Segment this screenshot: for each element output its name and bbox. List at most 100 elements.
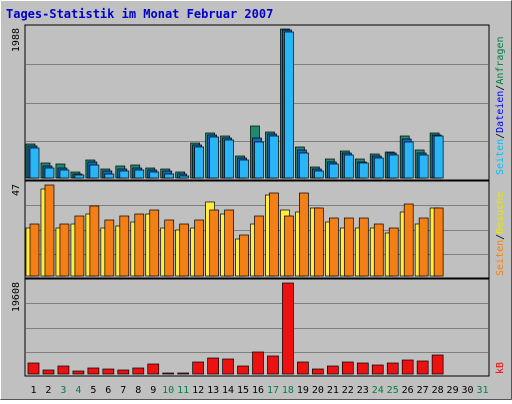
bar-middle-seiten-day-17 — [269, 192, 279, 277]
bar-bottom-kb-day-24 — [371, 364, 384, 375]
legend-separator: / — [495, 234, 506, 240]
bar-bottom-kb-day-28 — [431, 354, 444, 375]
bar-top-seiten-day-1 — [29, 147, 40, 179]
x-tick-label-11: 11 — [177, 385, 189, 396]
bar-bottom-kb-day-14 — [222, 358, 234, 375]
bar-top-seiten-day-17 — [269, 135, 279, 179]
bar-top-seiten-day-5 — [89, 164, 100, 179]
x-tick-label-17: 17 — [267, 385, 279, 396]
bar-bottom-kb-day-22 — [341, 361, 354, 375]
bar-bottom-kb-day-11 — [177, 372, 190, 375]
bar-middle-seiten-day-10 — [164, 219, 175, 277]
bar-top-seiten-day-18 — [284, 31, 294, 179]
bar-middle-seiten-day-15 — [239, 234, 249, 277]
bar-top-seiten-day-10 — [164, 173, 175, 179]
x-tick-label-8: 8 — [135, 385, 141, 396]
bar-bottom-kb-day-7 — [117, 369, 130, 375]
bar-middle-seiten-day-3 — [59, 223, 70, 277]
bar-bottom-kb-day-9 — [147, 363, 160, 375]
bar-top-seiten-day-11 — [179, 175, 190, 179]
legend-top: Seiten/Dateien/Anfragen — [495, 36, 506, 175]
bar-top-seiten-day-7 — [119, 170, 130, 179]
bar-middle-seiten-day-14 — [224, 209, 234, 277]
bar-top-seiten-day-20 — [314, 170, 324, 179]
axis-labels: 1988 47 19608 — [11, 28, 22, 312]
x-tick-label-7: 7 — [120, 385, 126, 396]
y-max-label: 1988 — [11, 28, 22, 52]
x-tick-label-22: 22 — [342, 385, 354, 396]
bar-bottom-kb-day-25 — [386, 362, 399, 375]
bar-bottom-kb-day-3 — [57, 365, 70, 375]
bar-bottom-kb-day-16 — [252, 351, 264, 375]
x-tick-label-19: 19 — [297, 385, 309, 396]
bar-middle-seiten-day-6 — [104, 219, 115, 277]
x-tick-label-10: 10 — [162, 385, 174, 396]
x-tick-label-16: 16 — [252, 385, 264, 396]
bar-top-seiten-day-15 — [239, 159, 249, 179]
chart-title: Tages-Statistik im Monat Februar 2007 — [6, 7, 273, 21]
bar-bottom-kb-day-21 — [327, 365, 339, 375]
bar-top-seiten-day-16 — [254, 141, 264, 179]
bar-middle-seiten-day-26 — [403, 203, 414, 277]
bar-middle-seiten-day-5 — [89, 205, 100, 277]
bars — [25, 28, 444, 375]
bar-middle-seiten-day-2 — [44, 184, 55, 277]
bar-bottom-kb-day-5 — [87, 367, 100, 375]
bar-middle-seiten-day-20 — [314, 207, 324, 277]
bar-top-seiten-day-2 — [44, 167, 55, 179]
x-tick-label-15: 15 — [237, 385, 249, 396]
x-tick-label-25: 25 — [387, 385, 399, 396]
bar-middle-seiten-day-1 — [29, 223, 40, 277]
x-tick-label-2: 2 — [45, 385, 51, 396]
bar-bottom-kb-day-20 — [312, 368, 324, 375]
x-tick-labels: 1 2 3 4 5 6 7 8 9 10 11 12 13 14 15 16 17 18 19 20 21 22 23 24 2… — [30, 385, 488, 396]
bar-top-seiten-day-3 — [59, 169, 70, 179]
x-tick-label-24: 24 — [372, 385, 384, 396]
bar-top-seiten-day-8 — [134, 169, 145, 179]
bar-middle-seiten-day-28 — [433, 207, 444, 277]
bar-bottom-kb-day-2 — [42, 369, 55, 375]
bar-bottom-kb-day-10 — [162, 372, 175, 375]
bar-top-seiten-day-25 — [388, 154, 399, 179]
x-tick-label-4: 4 — [75, 385, 81, 396]
legend-bottom: kB — [495, 362, 506, 374]
bar-top-seiten-day-9 — [149, 171, 160, 179]
y-max-label: 19608 — [11, 282, 22, 312]
x-tick-label-18: 18 — [282, 385, 294, 396]
x-tick-label-13: 13 — [207, 385, 219, 396]
bar-top-seiten-day-12 — [194, 146, 204, 179]
bar-top-seiten-day-21 — [329, 163, 339, 179]
bar-middle-seiten-day-11 — [179, 223, 190, 277]
bar-bottom-kb-day-4 — [72, 370, 85, 375]
x-tick-label-23: 23 — [357, 385, 369, 396]
legend-separator: / — [495, 133, 506, 139]
x-tick-label-9: 9 — [150, 385, 156, 396]
legend-separator: / — [495, 85, 506, 91]
bar-top-seiten-day-22 — [343, 154, 354, 179]
bar-middle-seiten-day-23 — [358, 217, 369, 277]
bar-bottom-kb-day-18 — [282, 282, 294, 375]
bar-top-seiten-day-27 — [418, 154, 429, 179]
bar-bottom-kb-day-17 — [267, 355, 279, 375]
bar-bottom-kb-day-12 — [192, 361, 204, 375]
bar-bottom-kb-day-6 — [102, 368, 115, 375]
bar-bottom-kb-day-13 — [207, 357, 219, 375]
x-tick-label-28: 28 — [432, 385, 444, 396]
legend-item-seiten: Seiten — [495, 139, 506, 175]
x-tick-label-6: 6 — [105, 385, 111, 396]
bar-bottom-kb-day-27 — [416, 360, 429, 375]
legend-item-kb: kB — [495, 362, 506, 374]
x-tick-label-21: 21 — [327, 385, 339, 396]
y-max-label: 47 — [11, 184, 22, 196]
bar-middle-seiten-day-19 — [299, 192, 309, 277]
bar-middle-seiten-day-7 — [119, 215, 130, 277]
bar-middle-seiten-day-18 — [284, 215, 294, 277]
bar-bottom-kb-day-23 — [356, 362, 369, 375]
bar-top-seiten-day-13 — [209, 136, 219, 179]
bar-middle-seiten-day-24 — [373, 223, 384, 277]
legend-item-anfragen: Anfragen — [495, 36, 506, 84]
bar-top-seiten-day-6 — [104, 173, 115, 179]
